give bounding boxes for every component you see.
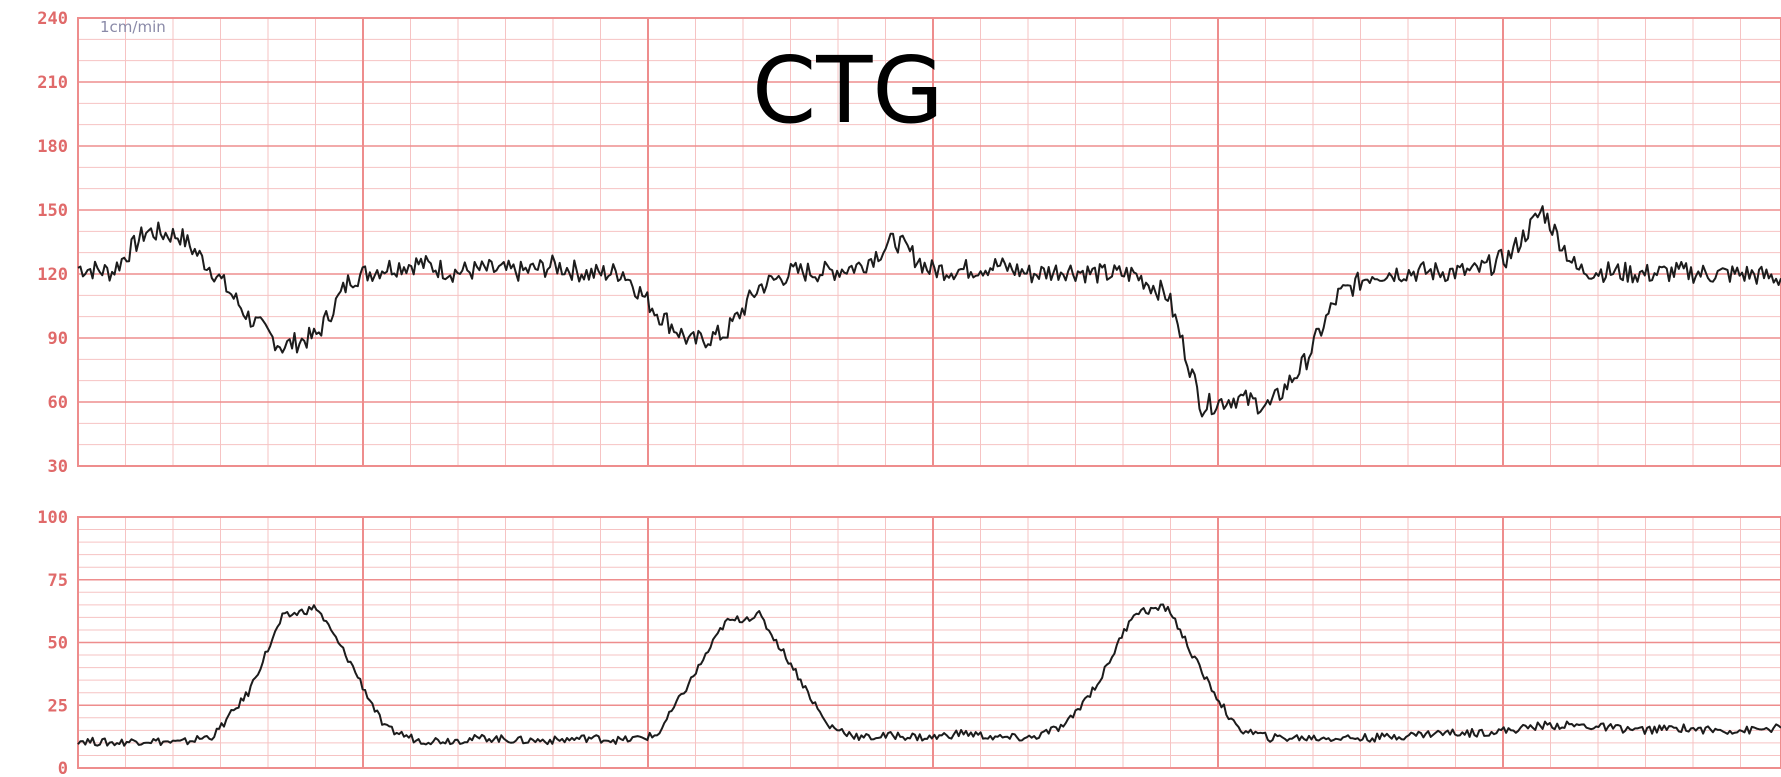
chart-title: CTG [752, 37, 944, 144]
y-tick-label: 100 [37, 508, 68, 528]
panel-frame [77, 516, 1781, 769]
y-tick-label: 75 [48, 571, 68, 591]
y-tick-label: 240 [37, 9, 68, 29]
y-tick-label: 120 [37, 265, 68, 285]
y-tick-label: 0 [58, 759, 68, 777]
y-tick-label: 60 [48, 393, 68, 413]
fetal-heart-rate-trace [77, 205, 1781, 418]
panel-frame [77, 17, 1781, 467]
paper-speed-label: 1cm/min [100, 18, 166, 36]
trace-layer [77, 205, 1781, 747]
y-tick-label: 25 [48, 696, 68, 716]
y-tick-label: 180 [37, 137, 68, 157]
y-tick-label: 150 [37, 201, 68, 221]
y-tick-label: 50 [48, 634, 68, 654]
y-tick-label: 30 [48, 457, 68, 477]
uterine-contraction-trace [77, 603, 1781, 747]
tick-layer: 240 210 180 150 120 90 60 30 100 75 50 25 0 [37, 9, 68, 777]
y-tick-label: 90 [48, 329, 68, 349]
y-tick-label: 210 [37, 73, 68, 93]
